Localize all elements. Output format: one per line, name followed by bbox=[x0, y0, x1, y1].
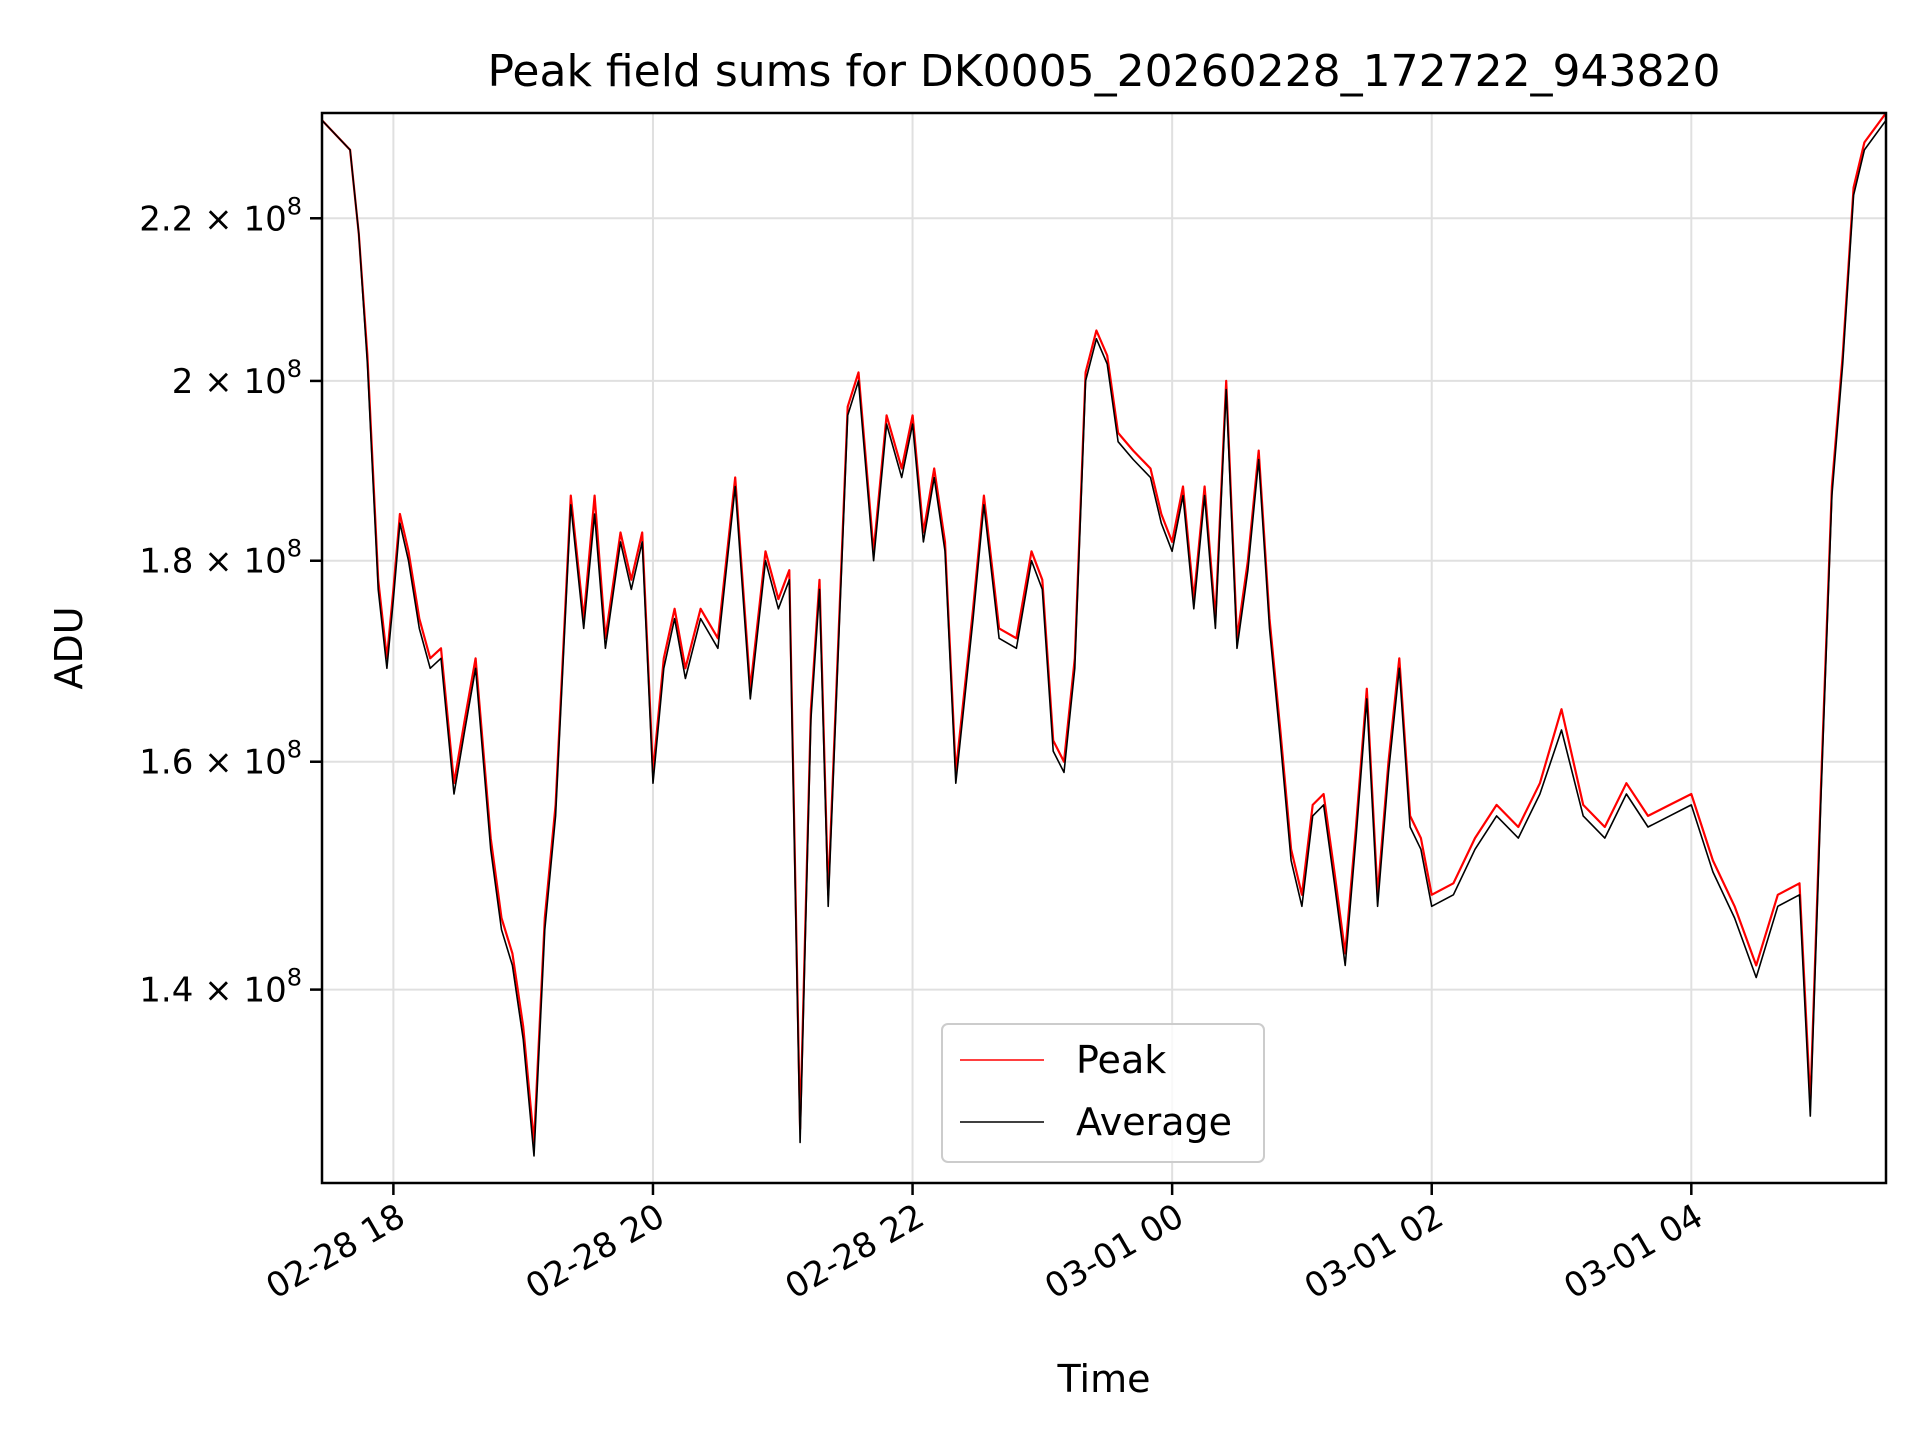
y-tick-exponent: 8 bbox=[287, 535, 302, 563]
y-tick-exponent: 8 bbox=[287, 964, 302, 992]
y-tick-mantissa: 2.2 × 10 bbox=[139, 199, 286, 239]
y-tick-mantissa: 1.8 × 10 bbox=[139, 542, 286, 582]
y-tick-label: 1.6 × 108 bbox=[139, 736, 302, 783]
series-line-average bbox=[321, 119, 1887, 1157]
x-axis-label: Time bbox=[1057, 1357, 1151, 1401]
grid bbox=[322, 113, 1886, 1183]
y-tick-exponent: 8 bbox=[287, 736, 302, 764]
y-tick-mantissa: 1.6 × 10 bbox=[139, 743, 286, 783]
y-tick-label: 2.2 × 108 bbox=[139, 192, 302, 239]
legend-label-average: Average bbox=[1076, 1100, 1232, 1144]
y-tick-exponent: 8 bbox=[287, 192, 302, 220]
chart-title: Peak field sums for DK0005_20260228_1727… bbox=[487, 46, 1720, 97]
y-tick-mantissa: 2 × 10 bbox=[172, 362, 287, 402]
y-tick-label: 2 × 108 bbox=[172, 355, 302, 402]
y-tick-exponent: 8 bbox=[287, 355, 302, 383]
series-layer bbox=[321, 112, 1887, 1157]
y-tick-mantissa: 1.4 × 10 bbox=[139, 971, 286, 1011]
legend-label-peak: Peak bbox=[1076, 1038, 1166, 1082]
legend-box bbox=[941, 1023, 1265, 1163]
plot-frame bbox=[320, 111, 1888, 1185]
legend: Peak Average bbox=[941, 1023, 1265, 1163]
y-tick-label: 1.4 × 108 bbox=[139, 964, 302, 1011]
y-axis-label: ADU bbox=[47, 606, 91, 689]
y-tick-label: 1.8 × 108 bbox=[139, 535, 302, 582]
